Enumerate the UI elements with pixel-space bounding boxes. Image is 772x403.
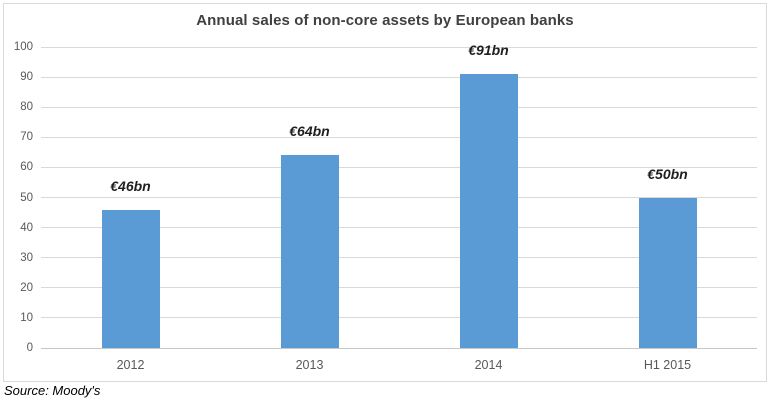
y-axis-tick-label: 30 (20, 251, 33, 264)
y-axis-tick-label: 100 (13, 41, 33, 53)
y-axis-tick-label: 10 (20, 311, 33, 324)
y-axis-tick-label: 0 (26, 342, 33, 354)
bar-value-label: €64bn (289, 123, 330, 140)
bar (638, 197, 697, 348)
gridline (41, 46, 757, 48)
bar (280, 155, 339, 348)
gridline (41, 197, 757, 198)
y-axis-tick-label: 20 (20, 281, 33, 294)
gridline (41, 166, 757, 168)
gridline (41, 227, 757, 229)
y-axis-tick-label: 70 (20, 131, 33, 144)
bar (459, 74, 518, 348)
chart-title: Annual sales of non-core assets by Europ… (196, 12, 574, 29)
gridline (41, 76, 757, 78)
plot-area: 0 10 20 30 40 50 60 70 80 90 100 €46bn 2012 €64bn 2013… (14, 41, 757, 372)
y-axis-tick-label: 50 (20, 191, 33, 204)
gridline (41, 257, 757, 259)
bar (101, 209, 160, 348)
bar-value-label: €91bn (468, 42, 509, 59)
x-axis-line (41, 347, 757, 349)
x-axis-tick-label: H1 2015 (643, 358, 692, 372)
y-axis-tick-label: 60 (20, 161, 33, 174)
bar-value-label: €50bn (647, 165, 688, 182)
gridline (41, 136, 757, 138)
gridline (41, 317, 757, 319)
y-axis-tick-label: 40 (20, 221, 33, 234)
y-axis-tick-label: 90 (20, 71, 33, 84)
source-note: Source: Moody's (4, 383, 101, 398)
x-axis-tick-label: 2013 (295, 358, 324, 372)
chart-area: Annual sales of non-core assets by Europ… (3, 3, 767, 382)
bar-value-label: €46bn (110, 177, 151, 194)
y-axis-tick-label: 80 (20, 101, 33, 114)
x-axis-tick-label: 2014 (474, 358, 503, 372)
gridline (41, 106, 757, 108)
gridline (41, 287, 757, 289)
x-axis-tick-label: 2012 (116, 358, 145, 372)
